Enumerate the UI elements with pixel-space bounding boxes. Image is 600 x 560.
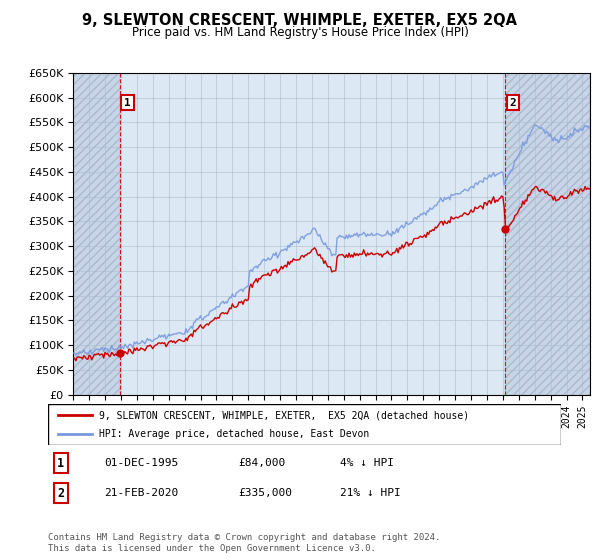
Text: 1: 1 (124, 97, 131, 108)
Text: 4% ↓ HPI: 4% ↓ HPI (340, 458, 394, 468)
Text: 2: 2 (57, 487, 64, 500)
Text: 2: 2 (509, 97, 516, 108)
Text: 21-FEB-2020: 21-FEB-2020 (104, 488, 179, 498)
Bar (73, 73, 119, 395)
Text: £335,000: £335,000 (238, 488, 292, 498)
Text: HPI: Average price, detached house, East Devon: HPI: Average price, detached house, East… (100, 429, 370, 439)
Text: Contains HM Land Registry data © Crown copyright and database right 2024.
This d: Contains HM Land Registry data © Crown c… (48, 533, 440, 553)
Text: £84,000: £84,000 (238, 458, 285, 468)
Text: 9, SLEWTON CRESCENT, WHIMPLE, EXETER,  EX5 2QA (detached house): 9, SLEWTON CRESCENT, WHIMPLE, EXETER, EX… (100, 410, 469, 421)
Text: 01-DEC-1995: 01-DEC-1995 (104, 458, 179, 468)
Text: Price paid vs. HM Land Registry's House Price Index (HPI): Price paid vs. HM Land Registry's House … (131, 26, 469, 39)
FancyBboxPatch shape (48, 404, 561, 445)
Text: 21% ↓ HPI: 21% ↓ HPI (340, 488, 401, 498)
Bar (505, 73, 590, 395)
Text: 1: 1 (57, 456, 64, 469)
Text: 9, SLEWTON CRESCENT, WHIMPLE, EXETER, EX5 2QA: 9, SLEWTON CRESCENT, WHIMPLE, EXETER, EX… (83, 13, 517, 27)
